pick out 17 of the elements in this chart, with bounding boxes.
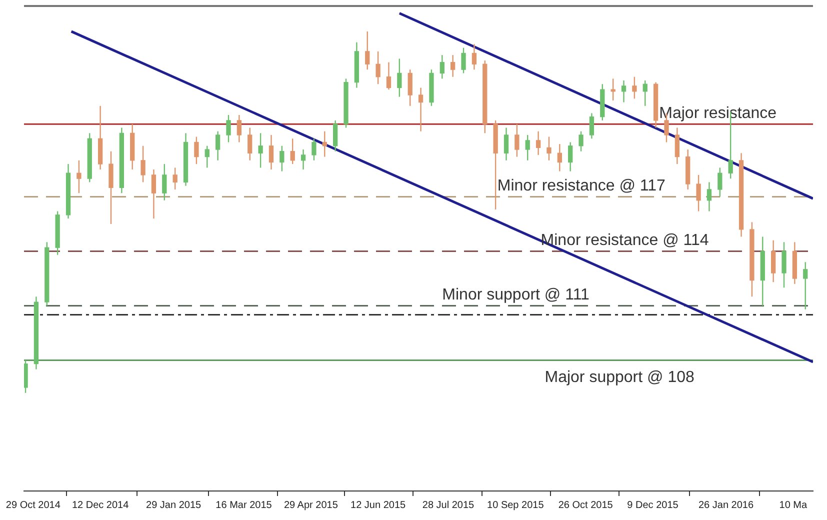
x-tick-label: 28 Jul 2015 [422, 500, 475, 511]
ref-line-label: Major support @ 108 [544, 369, 694, 386]
x-tick-label: 10 Ma [779, 500, 808, 511]
x-tick-label: 12 Jun 2015 [350, 500, 406, 511]
ref-line-label: Major resistance [659, 105, 777, 122]
x-tick-label: 16 Mar 2015 [216, 500, 272, 511]
x-tick-label: 26 Oct 2015 [558, 500, 614, 511]
ref-line-label: Minor resistance @ 114 [540, 232, 709, 250]
ref-line-label: Minor support @ 111 [442, 286, 590, 304]
x-tick-label: 9 Dec 2015 [627, 500, 679, 511]
x-tick-label: 29 Jan 2015 [146, 500, 202, 511]
x-tick-label: 10 Sep 2015 [487, 500, 544, 511]
ref-line-label: Minor resistance @ 117 [497, 178, 666, 195]
x-tick-label: 12 Dec 2014 [72, 500, 130, 511]
x-tick-label: 29 Apr 2015 [284, 500, 338, 511]
x-tick-label: 29 Oct 2014 [6, 500, 61, 511]
x-tick-label: 26 Jan 2016 [698, 500, 754, 511]
